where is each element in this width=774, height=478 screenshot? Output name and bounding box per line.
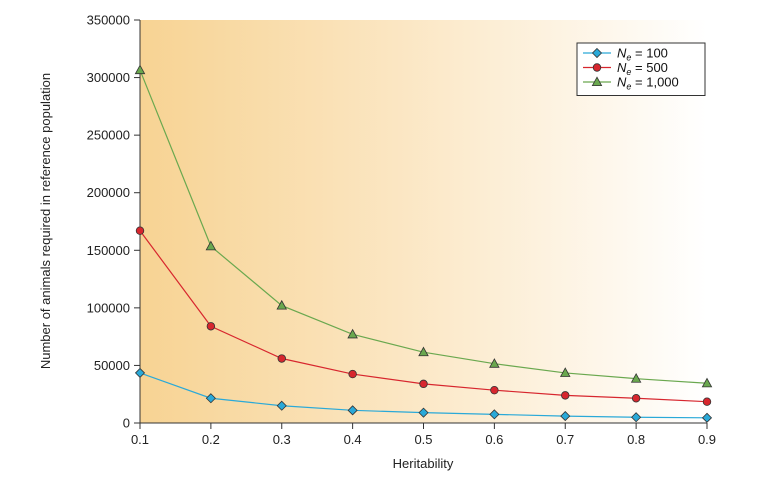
y-tick-label: 250000 — [87, 128, 130, 143]
data-point — [206, 322, 216, 331]
series-1 — [134, 367, 713, 423]
data-point — [631, 412, 642, 423]
data-point — [134, 367, 146, 378]
data-point — [419, 379, 428, 389]
x-tick-label: 0.8 — [627, 432, 645, 447]
data-point — [276, 299, 288, 310]
series-3 — [134, 64, 713, 388]
x-tick-label: 0.3 — [273, 432, 291, 447]
data-point — [348, 369, 357, 379]
data-point — [276, 400, 287, 411]
data-point — [630, 373, 642, 383]
x-tick-label: 0.4 — [344, 432, 362, 447]
data-point — [347, 405, 358, 416]
x-tick-label: 0.7 — [556, 432, 574, 447]
series-layer — [134, 64, 713, 423]
y-tick-label: 200000 — [87, 185, 130, 200]
data-point — [135, 226, 145, 235]
data-point — [277, 354, 286, 363]
data-point — [347, 328, 358, 339]
legend-marker — [591, 76, 603, 86]
x-tick-label: 0.5 — [414, 432, 432, 447]
data-point — [205, 240, 217, 251]
data-point — [134, 64, 146, 75]
x-tick-label: 0.6 — [485, 432, 503, 447]
y-tick-label: 100000 — [87, 300, 130, 315]
axes: 0 50000 100000 150000 200000 250000 300000 3500… — [87, 13, 716, 448]
y-tick-label: 50000 — [94, 358, 130, 373]
data-point — [702, 397, 712, 406]
data-point — [701, 412, 713, 423]
data-point — [489, 358, 500, 368]
y-tick-label: 300000 — [87, 70, 130, 85]
y-tick-label: 150000 — [87, 243, 130, 258]
y-tick-label: 350000 — [87, 13, 130, 28]
y-tick-label: 0 — [123, 416, 130, 431]
x-axis-title: Heritability — [393, 456, 454, 471]
data-point — [560, 411, 571, 422]
x-tick-label: 0.2 — [202, 432, 220, 447]
data-point — [418, 407, 429, 418]
y-axis-title: Number of animals required in reference … — [38, 73, 53, 369]
legend-label: Ne = 500 — [617, 60, 668, 77]
series-2 — [135, 226, 712, 406]
data-point — [490, 385, 499, 395]
data-point — [631, 394, 641, 403]
x-tick-label: 0.9 — [698, 432, 716, 447]
legend-marker — [591, 47, 603, 59]
data-point — [418, 346, 429, 357]
data-point — [561, 391, 570, 400]
data-point — [701, 377, 713, 388]
legend-label: Ne = 100 — [617, 46, 668, 63]
legend-marker — [592, 63, 602, 72]
data-point — [489, 409, 500, 420]
data-point — [205, 393, 216, 404]
legend-label: Ne = 1,000 — [617, 75, 679, 92]
x-tick-label: 0.1 — [131, 432, 149, 447]
data-point — [559, 367, 571, 377]
